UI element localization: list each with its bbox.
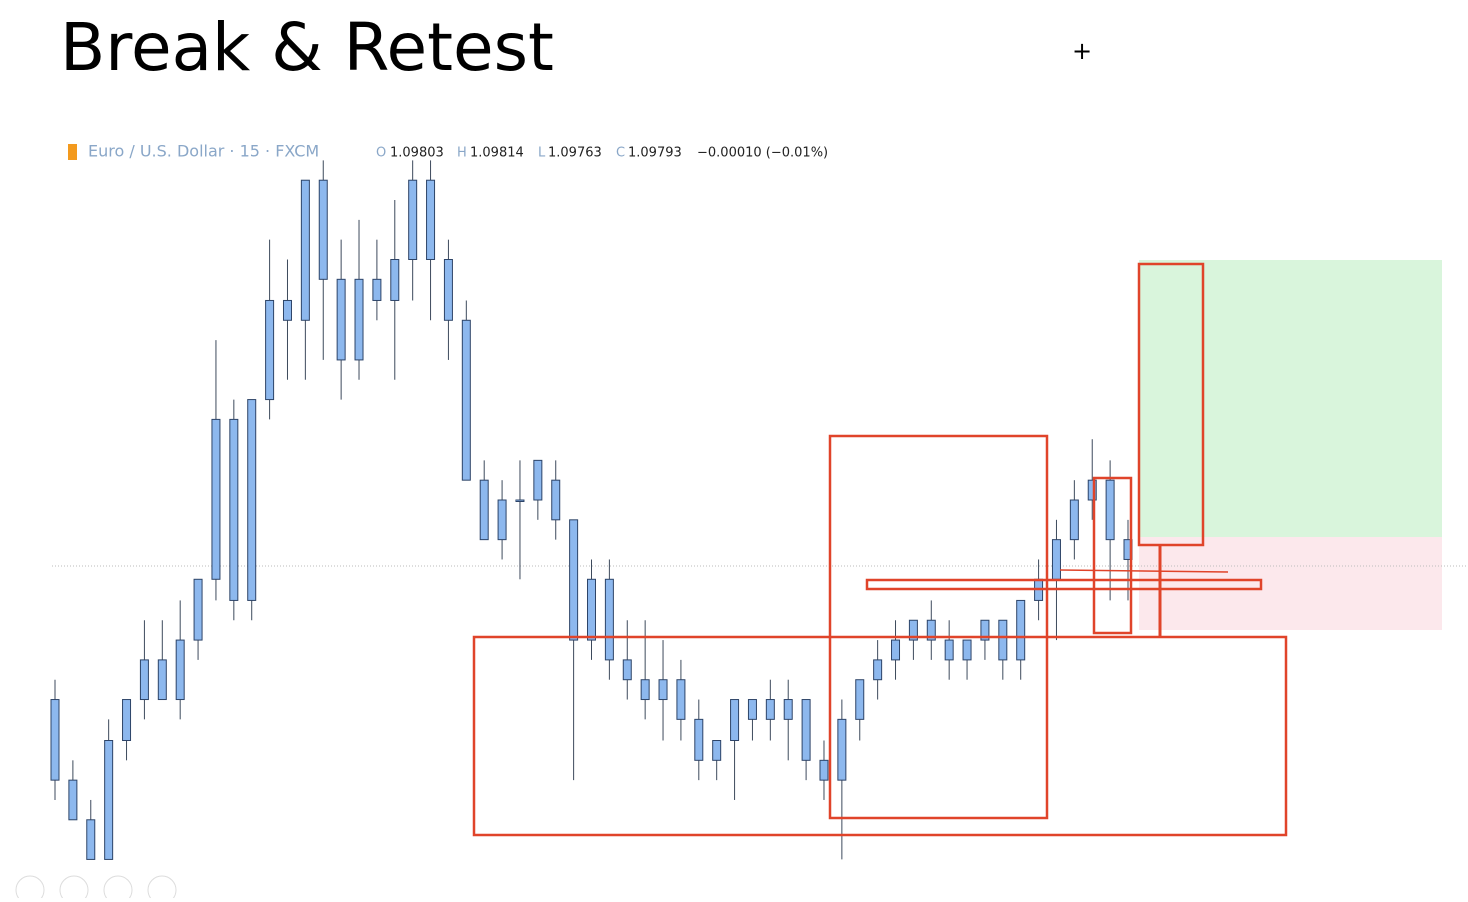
candle-body (891, 639, 901, 661)
candle-body (426, 179, 436, 260)
close-value: 1.09793 (628, 146, 682, 161)
toolbar (15, 875, 177, 902)
candle-body (908, 619, 918, 641)
candle-body (461, 319, 471, 481)
open-value: 1.09803 (390, 146, 444, 161)
candle-body (479, 479, 489, 541)
open-label: O (376, 146, 386, 161)
candle-body (694, 718, 704, 761)
cursor: + (1072, 37, 1092, 65)
tool-button[interactable] (103, 875, 133, 902)
candle-body (1087, 479, 1097, 501)
candle-body (1051, 539, 1061, 580)
candle-body (211, 418, 221, 580)
candle-body (783, 699, 793, 720)
candle-body (730, 699, 740, 741)
candle-body (229, 418, 239, 601)
candle-body (408, 179, 418, 260)
candle-body (569, 519, 579, 641)
candle-body (50, 699, 60, 781)
candle-body (980, 619, 990, 641)
candle-body (640, 679, 650, 701)
change: −0.00010 (−0.01%) (697, 146, 828, 161)
candle-body (68, 779, 78, 821)
low-label: L (538, 146, 546, 161)
candle-body (372, 278, 382, 301)
candle-body (265, 299, 275, 401)
candle-body (801, 699, 811, 761)
candle-body (354, 278, 364, 361)
candle-body (1016, 599, 1026, 661)
candle-body (300, 179, 310, 321)
candle-body (247, 399, 257, 601)
candle-body (819, 759, 829, 781)
candle-body (622, 659, 632, 681)
candle-body (515, 499, 525, 502)
candle-body (926, 619, 936, 641)
candle-body (944, 639, 954, 661)
symbol: Euro / U.S. Dollar · 15 · FXCM (88, 142, 319, 161)
candle-body (193, 578, 203, 641)
candle-body (336, 278, 346, 361)
close-label: C (616, 146, 625, 161)
high-label: H (457, 146, 467, 161)
candle-body (658, 679, 668, 701)
candle-body (604, 578, 614, 661)
level-box (865, 578, 1263, 591)
candle-body (1069, 499, 1079, 541)
candle-body (157, 659, 167, 701)
slide-title: Break & Retest (60, 9, 554, 86)
candle-body (676, 679, 686, 720)
entry-line (1059, 569, 1229, 573)
tool-button[interactable] (147, 875, 177, 902)
candle-body (122, 699, 132, 741)
range-box (472, 635, 1288, 837)
retest-box (1092, 476, 1133, 635)
candle-body (104, 740, 114, 860)
candle-body (747, 699, 757, 720)
candle-body (86, 819, 96, 860)
candle-body (962, 639, 972, 661)
candle-body (765, 699, 775, 720)
candle-body (998, 619, 1008, 661)
candle-body (390, 259, 400, 301)
candle-body (318, 179, 328, 280)
candle-body (497, 499, 507, 541)
high-value: 1.09814 (470, 146, 524, 161)
candle-body (533, 459, 543, 501)
candle-body (443, 259, 453, 321)
low-value: 1.09763 (548, 146, 602, 161)
target-zone (1139, 260, 1442, 537)
candle-body (175, 639, 185, 701)
candle-body (139, 659, 149, 701)
target-box (1137, 262, 1205, 547)
candle-body (587, 578, 596, 641)
break-box (828, 434, 1049, 820)
candles (50, 160, 1133, 860)
candle-body (282, 299, 292, 321)
tool-button[interactable] (59, 875, 89, 902)
candle-body (855, 679, 865, 720)
symbol-flag (68, 144, 77, 160)
annotations (472, 262, 1288, 837)
candle-body (551, 479, 561, 521)
candle-body (873, 659, 883, 681)
candle-body (837, 718, 847, 781)
candle-body (1105, 479, 1115, 541)
candle-body (712, 740, 722, 761)
tool-button[interactable] (15, 875, 45, 902)
stop-zone (1139, 537, 1442, 630)
